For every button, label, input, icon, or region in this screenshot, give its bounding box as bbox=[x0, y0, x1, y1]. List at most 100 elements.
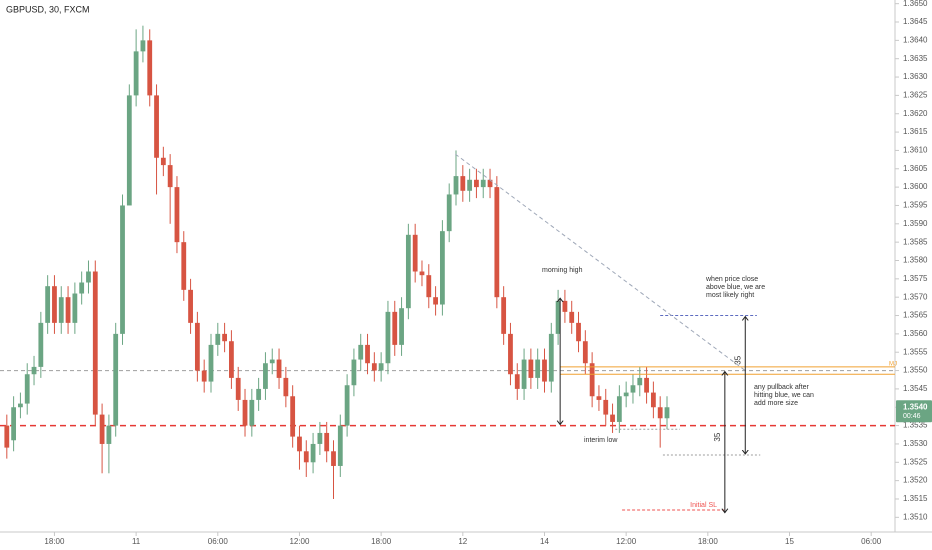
candle-body bbox=[263, 363, 268, 389]
y-tick-label: 1.3545 bbox=[903, 384, 928, 393]
candle-body bbox=[392, 311, 398, 345]
candle-body bbox=[616, 396, 622, 422]
candle-body bbox=[562, 300, 568, 312]
candle-body bbox=[501, 297, 507, 334]
candle-body bbox=[310, 443, 316, 463]
candle-body bbox=[664, 407, 670, 419]
candle-body bbox=[474, 179, 479, 188]
candle-body bbox=[378, 363, 384, 371]
note: morning high bbox=[542, 267, 583, 274]
candle-body bbox=[160, 157, 166, 166]
y-tick-label: 1.3625 bbox=[903, 91, 928, 100]
candle-body bbox=[412, 234, 418, 272]
candle-body bbox=[399, 308, 404, 345]
y-tick-label: 1.3600 bbox=[903, 182, 928, 191]
y-tick-label: 1.3535 bbox=[903, 421, 928, 430]
candle-body bbox=[650, 392, 656, 408]
note: most likely right bbox=[706, 292, 754, 299]
candle-body bbox=[467, 179, 473, 191]
candle-body bbox=[426, 275, 432, 298]
last-price-tag bbox=[896, 400, 932, 423]
x-tick-label: 15 bbox=[785, 537, 794, 546]
y-tick-label: 1.3560 bbox=[903, 329, 928, 338]
candle-body bbox=[453, 176, 459, 195]
x-tick-label: 12:00 bbox=[289, 537, 310, 546]
candle-body bbox=[229, 341, 234, 378]
y-tick-label: 1.3650 bbox=[903, 0, 928, 8]
candle-body bbox=[99, 414, 105, 444]
y-tick-label: 1.3615 bbox=[903, 127, 928, 136]
candle-body bbox=[24, 374, 30, 404]
x-tick-label: 06:00 bbox=[208, 537, 229, 546]
candle-body bbox=[576, 322, 581, 342]
y-tick-label: 1.3620 bbox=[903, 109, 928, 118]
note: when price close bbox=[705, 276, 758, 283]
candle-body bbox=[521, 359, 527, 389]
note: above blue, we are bbox=[706, 284, 765, 291]
candle-body bbox=[528, 359, 534, 378]
measure-label: 35 bbox=[713, 432, 722, 441]
candle-body bbox=[433, 297, 438, 305]
candle-body bbox=[18, 403, 23, 408]
candle-body bbox=[480, 179, 486, 188]
candle-body bbox=[174, 187, 180, 243]
candle-body bbox=[351, 359, 357, 386]
candle-body bbox=[11, 407, 17, 441]
candle-body bbox=[290, 396, 296, 437]
candle-body bbox=[4, 425, 10, 448]
candle-body bbox=[120, 205, 125, 334]
candle-body bbox=[637, 377, 643, 386]
candle-body bbox=[297, 436, 302, 452]
measure-label: 35 bbox=[733, 355, 742, 364]
candle-body bbox=[58, 297, 64, 323]
candle-body bbox=[52, 286, 57, 323]
candle-body bbox=[582, 341, 588, 364]
candle-body bbox=[405, 234, 411, 309]
candle-body bbox=[508, 333, 513, 375]
candle-body bbox=[154, 95, 159, 158]
candle-body bbox=[256, 388, 262, 400]
x-tick-label: 06:00 bbox=[861, 537, 882, 546]
y-tick-label: 1.3530 bbox=[903, 439, 928, 448]
note: any pullback after bbox=[754, 384, 810, 391]
x-tick-label: 14 bbox=[540, 537, 549, 546]
candle-body bbox=[201, 370, 207, 382]
candle-body bbox=[242, 399, 248, 426]
candle-body bbox=[385, 311, 391, 364]
x-tick-label: 18:00 bbox=[698, 537, 719, 546]
candle-body bbox=[371, 363, 377, 371]
candle-body bbox=[65, 297, 71, 323]
candle-body bbox=[535, 359, 541, 378]
candle-body bbox=[194, 322, 200, 371]
note: hitting blue, we can bbox=[754, 392, 814, 399]
candle-body bbox=[337, 425, 343, 466]
candle-body bbox=[269, 359, 275, 364]
stop-label: Initial SL bbox=[690, 502, 717, 509]
candle-body bbox=[276, 359, 282, 378]
candle-body bbox=[344, 385, 350, 426]
candle-body bbox=[569, 311, 575, 323]
candle-body bbox=[331, 451, 336, 466]
candle-body bbox=[603, 399, 609, 415]
chart-title: GBPUSD, 30, FXCM bbox=[6, 4, 90, 14]
candle-body bbox=[249, 399, 255, 426]
y-tick-label: 1.3510 bbox=[903, 512, 928, 521]
candle-body bbox=[487, 179, 493, 188]
trendline bbox=[455, 153, 746, 371]
x-tick-label: 12:00 bbox=[616, 537, 637, 546]
y-tick-label: 1.3595 bbox=[903, 201, 928, 210]
candle-body bbox=[303, 451, 309, 463]
candle-body bbox=[86, 271, 91, 283]
note: add more size bbox=[754, 400, 798, 407]
candle-body bbox=[630, 385, 636, 393]
candle-body bbox=[188, 289, 193, 323]
candle-body bbox=[222, 333, 228, 342]
candle-body bbox=[126, 95, 132, 206]
candle-body bbox=[140, 40, 146, 52]
candle-body bbox=[548, 333, 554, 382]
candle-body bbox=[45, 286, 51, 323]
candle-body bbox=[419, 271, 425, 276]
zone-label: MJ bbox=[889, 361, 897, 367]
